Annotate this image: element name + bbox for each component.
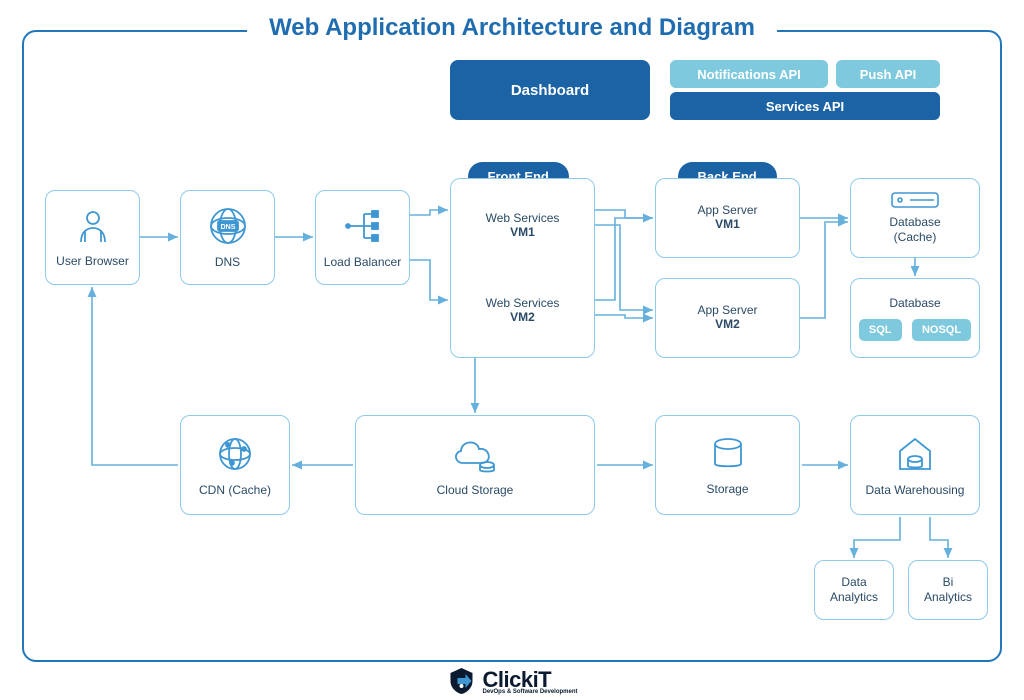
services-api-box: Services API — [670, 92, 940, 120]
database-cache-label: Database(Cache) — [883, 215, 946, 245]
warehouse-icon — [894, 433, 936, 475]
dashboard-label: Dashboard — [511, 82, 589, 99]
user-icon — [73, 206, 113, 246]
server-icon — [890, 191, 940, 209]
cdn-node: CDN (Cache) — [180, 415, 290, 515]
storage-label: Storage — [700, 482, 754, 497]
shield-icon — [446, 666, 476, 696]
load-balancer-icon — [342, 205, 384, 247]
warehouse-node: Data Warehousing — [850, 415, 980, 515]
dns-label: DNS — [209, 255, 246, 270]
svg-text:DNS: DNS — [220, 224, 235, 231]
dashboard-box: Dashboard — [450, 60, 650, 120]
notifications-api-box: Notifications API — [670, 60, 828, 88]
data-analytics-label: DataAnalytics — [824, 575, 884, 605]
warehouse-label: Data Warehousing — [860, 483, 971, 498]
push-api-box: Push API — [836, 60, 940, 88]
cdn-label: CDN (Cache) — [193, 483, 277, 498]
cloud-storage-label: Cloud Storage — [431, 483, 520, 498]
frontend-vm1-label: Web ServicesVM1 — [451, 211, 594, 239]
database-cache-node: Database(Cache) — [850, 178, 980, 258]
cylinder-icon — [708, 434, 748, 474]
backend-vm2-label: App ServerVM2 — [656, 303, 799, 331]
globe-icon — [214, 433, 256, 475]
load-balancer-node: Load Balancer — [315, 190, 410, 285]
frontend-tier-box: Web ServicesVM1 Web ServicesVM2 — [450, 178, 595, 358]
dns-node: DNS DNS — [180, 190, 275, 285]
nosql-chip: NOSQL — [912, 319, 971, 341]
database-label: Database — [883, 296, 946, 311]
backend-vm2-box: App ServerVM2 — [655, 278, 800, 358]
cloud-icon — [449, 433, 501, 475]
diagram-title: Web Application Architecture and Diagram — [247, 14, 777, 42]
frontend-vm2-label: Web ServicesVM2 — [451, 296, 594, 324]
database-node: Database SQL NOSQL — [850, 278, 980, 358]
bi-analytics-node: BiAnalytics — [908, 560, 988, 620]
push-api-label: Push API — [860, 67, 917, 82]
user-browser-label: User Browser — [50, 254, 135, 269]
sql-chip: SQL — [859, 319, 902, 341]
load-balancer-label: Load Balancer — [318, 255, 407, 270]
bi-analytics-label: BiAnalytics — [918, 575, 978, 605]
cloud-storage-node: Cloud Storage — [355, 415, 595, 515]
storage-node: Storage — [655, 415, 800, 515]
notifications-api-label: Notifications API — [697, 67, 801, 82]
services-api-label: Services API — [766, 99, 844, 114]
database-chips: SQL NOSQL — [856, 319, 974, 341]
brand-logo: ClickiT DevOps & Software Development — [432, 666, 591, 696]
dns-icon: DNS — [207, 205, 249, 247]
backend-vm1-box: App ServerVM1 — [655, 178, 800, 258]
brand-tagline: DevOps & Software Development — [482, 689, 577, 695]
data-analytics-node: DataAnalytics — [814, 560, 894, 620]
backend-vm1-label: App ServerVM1 — [656, 203, 799, 231]
user-browser-node: User Browser — [45, 190, 140, 285]
